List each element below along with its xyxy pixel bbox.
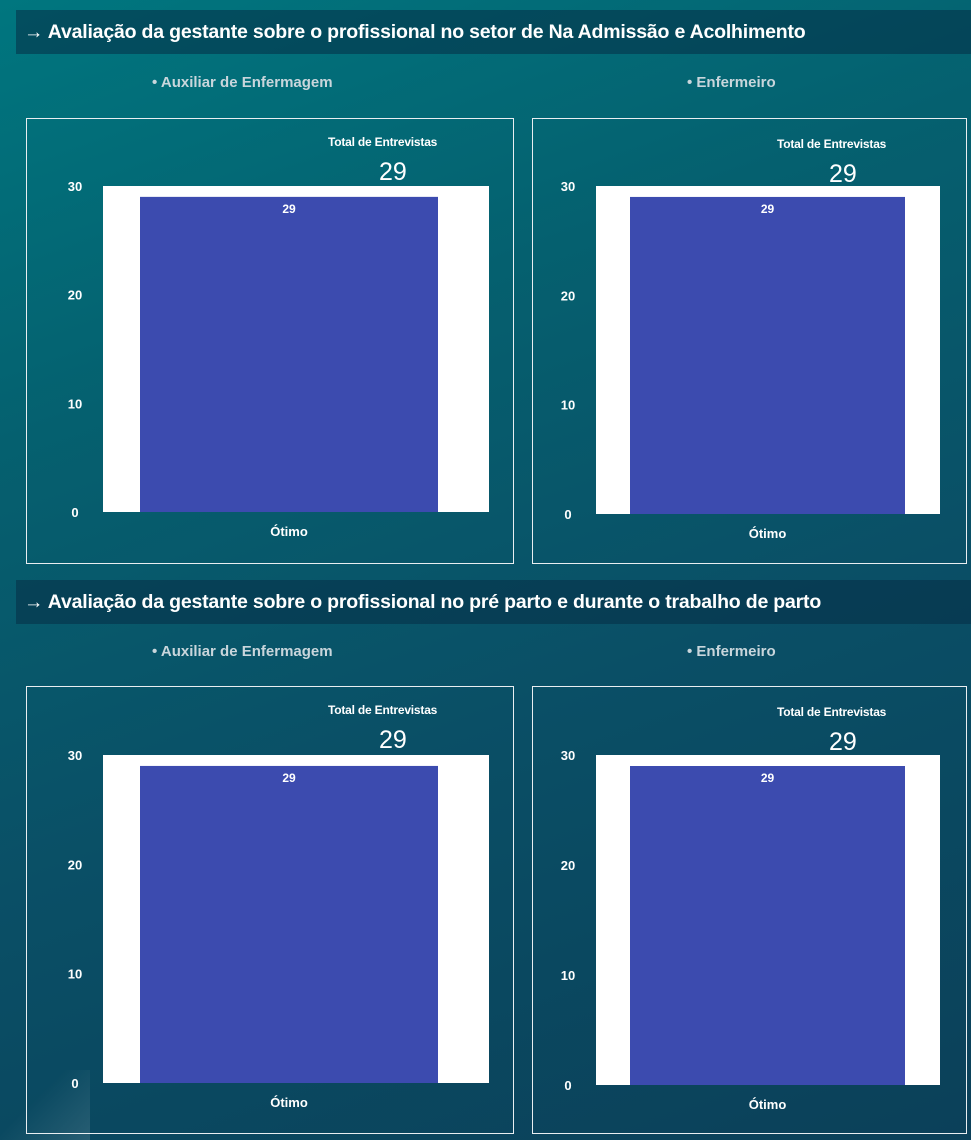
total-value: 29 bbox=[379, 726, 407, 754]
y-tick-label: 10 bbox=[561, 398, 575, 413]
x-category-label: Ótimo bbox=[749, 526, 787, 541]
section-title: → Avaliação da gestante sobre o profissi… bbox=[24, 591, 822, 613]
y-tick-label: 30 bbox=[68, 748, 82, 763]
total-label: Total de Entrevistas bbox=[777, 705, 887, 719]
total-value: 29 bbox=[379, 158, 407, 186]
bar bbox=[630, 196, 905, 514]
y-tick-label: 10 bbox=[68, 967, 82, 982]
panel-label-auxiliar: • Auxiliar de Enfermagem bbox=[152, 643, 333, 660]
y-tick-label: 20 bbox=[561, 288, 575, 303]
section-header-band bbox=[16, 10, 971, 54]
chart-card: Total de Entrevistas 29 0 10 20 30 29 Ótimo bbox=[26, 118, 514, 564]
bar-chart: 0 10 20 30 29 Ótimo bbox=[68, 179, 489, 539]
bar bbox=[140, 765, 438, 1083]
bar-chart: 0 10 20 30 29 Ótimo bbox=[561, 748, 940, 1112]
panel-label-enfermeiro: • Enfermeiro bbox=[687, 643, 776, 660]
y-tick-label: 10 bbox=[561, 968, 575, 983]
chart-card: Total de Entrevistas 29 0 10 20 30 29 Ótimo bbox=[26, 686, 514, 1134]
section-header-band bbox=[16, 580, 971, 624]
bar-data-label: 29 bbox=[761, 202, 775, 216]
x-category-label: Ótimo bbox=[270, 1095, 308, 1110]
section-title: → Avaliação da gestante sobre o profissi… bbox=[24, 21, 806, 43]
y-tick-label: 0 bbox=[71, 1076, 78, 1091]
bar-chart: 0 10 20 30 29 Ótimo bbox=[68, 748, 489, 1110]
y-tick-label: 30 bbox=[68, 179, 82, 194]
bar-chart: 0 10 20 30 29 Ótimo bbox=[561, 179, 940, 541]
y-tick-label: 30 bbox=[561, 179, 575, 194]
chart-card: Total de Entrevistas 29 0 10 20 30 29 Ótimo bbox=[532, 118, 967, 564]
bar-data-label: 29 bbox=[282, 202, 296, 216]
y-tick-label: 0 bbox=[71, 505, 78, 520]
total-value: 29 bbox=[829, 728, 857, 756]
chart-card: Total de Entrevistas 29 0 10 20 30 29 Ótimo bbox=[532, 686, 967, 1134]
panel-label-enfermeiro: • Enfermeiro bbox=[687, 74, 776, 91]
x-category-label: Ótimo bbox=[749, 1097, 787, 1112]
total-value: 29 bbox=[829, 160, 857, 188]
y-tick-label: 0 bbox=[564, 507, 571, 522]
bar-data-label: 29 bbox=[282, 771, 296, 785]
total-label: Total de Entrevistas bbox=[328, 135, 438, 149]
y-tick-label: 30 bbox=[561, 748, 575, 763]
bar-data-label: 29 bbox=[761, 771, 775, 785]
total-label: Total de Entrevistas bbox=[328, 703, 438, 717]
y-tick-label: 10 bbox=[68, 396, 82, 411]
panel-label-auxiliar: • Auxiliar de Enfermagem bbox=[152, 74, 333, 91]
total-label: Total de Entrevistas bbox=[777, 137, 887, 151]
bar bbox=[140, 196, 438, 512]
y-tick-label: 20 bbox=[68, 288, 82, 303]
y-tick-label: 0 bbox=[564, 1078, 571, 1093]
y-tick-label: 20 bbox=[561, 858, 575, 873]
x-category-label: Ótimo bbox=[270, 524, 308, 539]
y-tick-label: 20 bbox=[68, 857, 82, 872]
bar bbox=[630, 766, 905, 1085]
